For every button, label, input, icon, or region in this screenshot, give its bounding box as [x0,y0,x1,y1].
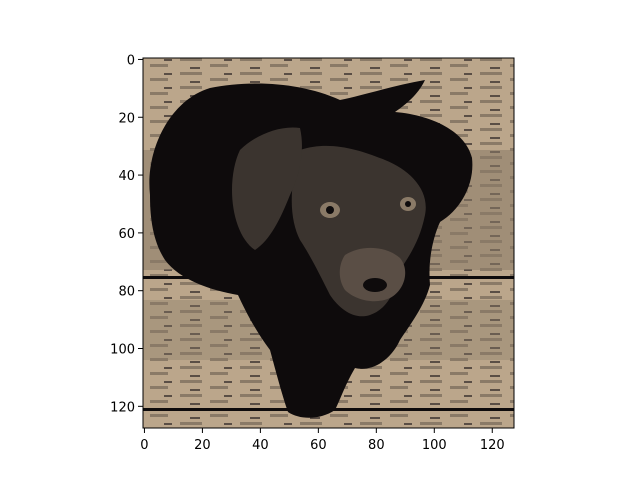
y-tick-label: 100 [110,343,135,358]
y-tick-label: 0 [127,53,135,68]
dog-right-pupil [405,201,411,207]
dog-nose [363,278,387,292]
y-tick-label: 120 [110,400,135,415]
dog-left-pupil [326,206,334,214]
y-tick-label: 40 [118,169,135,184]
x-tick-label: 60 [310,438,327,453]
y-tick-label: 60 [118,227,135,242]
y-tick-label: 80 [118,285,135,300]
y-axis: 0 20 40 60 80 100 120 [110,53,143,415]
axes-frame [142,57,515,429]
dog-muzzle [339,247,406,302]
x-axis: 0 20 40 60 80 100 120 [140,428,505,453]
x-tick-label: 0 [140,438,148,453]
x-tick-label: 120 [480,438,505,453]
x-tick-label: 100 [422,438,447,453]
x-tick-label: 40 [252,438,269,453]
x-tick-label: 80 [368,438,385,453]
x-tick-label: 20 [194,438,211,453]
dog-photo [143,58,514,428]
dog-ear-shading [232,127,302,250]
y-tick-label: 20 [118,111,135,126]
